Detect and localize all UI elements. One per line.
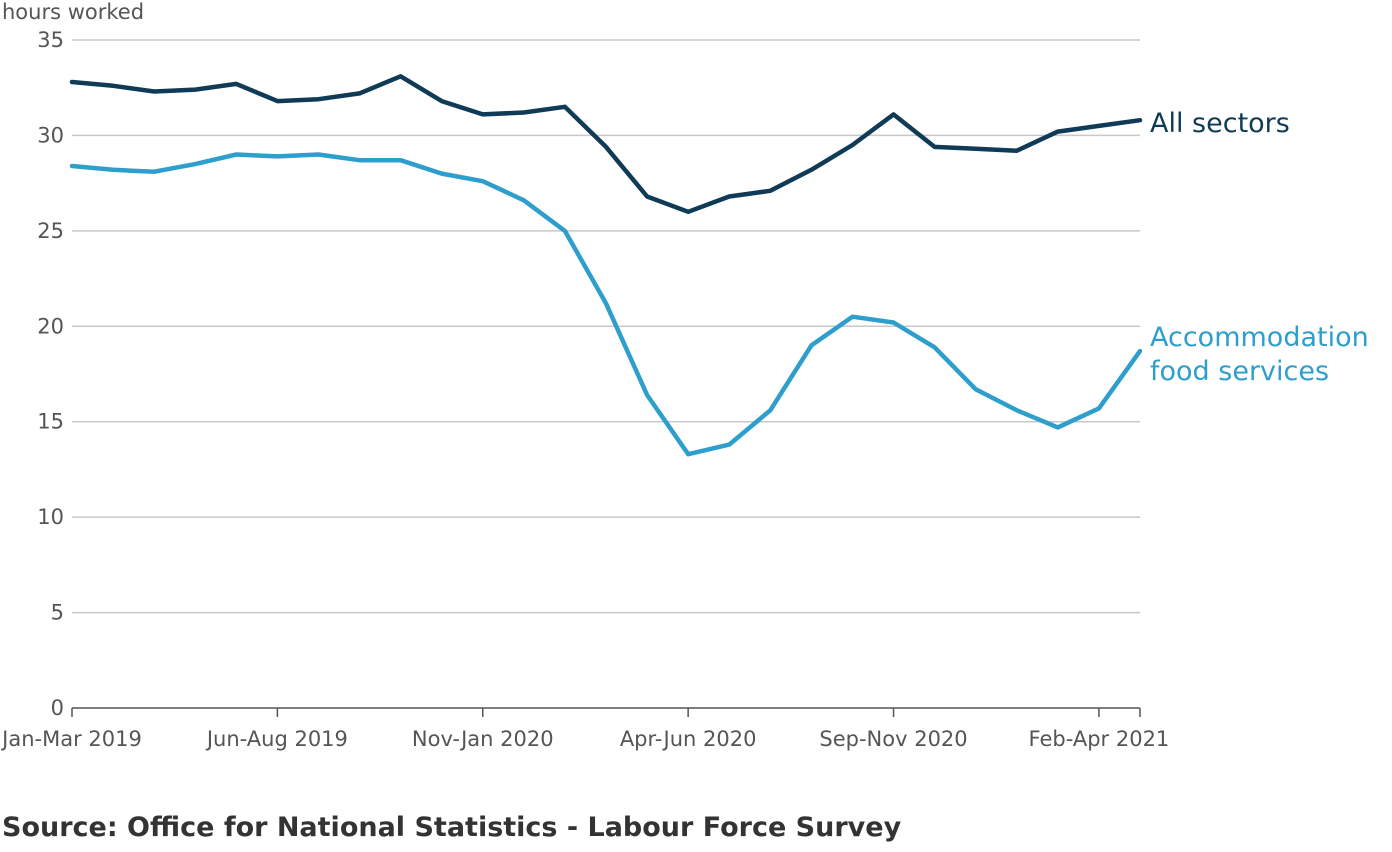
- y-tick-label: 20: [37, 314, 64, 338]
- x-tick-label: Sep-Nov 2020: [819, 727, 967, 751]
- y-tick-label: 35: [37, 28, 64, 52]
- y-tick-label: 15: [37, 410, 64, 434]
- x-tick-label: Jan-Mar 2019: [0, 727, 142, 751]
- x-tick-label: Nov-Jan 2020: [412, 727, 554, 751]
- series-label-1: All sectors: [1150, 108, 1290, 139]
- x-tick-label: Feb-Apr 2021: [1029, 727, 1170, 751]
- y-tick-label: 30: [37, 123, 64, 147]
- y-tick-label: 25: [37, 219, 64, 243]
- line-chart: 0 5 10 15 20 25 30 35 hours worked Jan-Mar 2019…: [0, 0, 1369, 751]
- series-line-2: [69, 152, 1143, 457]
- x-tick-label: Apr-Jun 2020: [620, 727, 757, 751]
- y-tick-label: 10: [37, 505, 64, 529]
- series-line-1: [69, 74, 1143, 215]
- y-axis-ticks: 0 5 10 15 20 25 30 35: [37, 28, 64, 720]
- gridlines: [72, 39, 1140, 614]
- y-axis-label: hours worked: [2, 0, 144, 24]
- source-note: Source: Office for National Statistics -…: [2, 812, 902, 843]
- x-axis: Jan-Mar 2019 Jun-Aug 2019 Nov-Jan 2020 Apr-…: [0, 707, 1170, 751]
- series-labels: All sectors Accommodation food services: [1150, 108, 1369, 387]
- y-tick-label: 0: [51, 696, 64, 720]
- series-label-2: Accommodation food services: [1150, 322, 1369, 387]
- y-tick-label: 5: [51, 601, 64, 625]
- x-tick-label: Jun-Aug 2019: [205, 727, 348, 751]
- series-lines: [69, 74, 1143, 457]
